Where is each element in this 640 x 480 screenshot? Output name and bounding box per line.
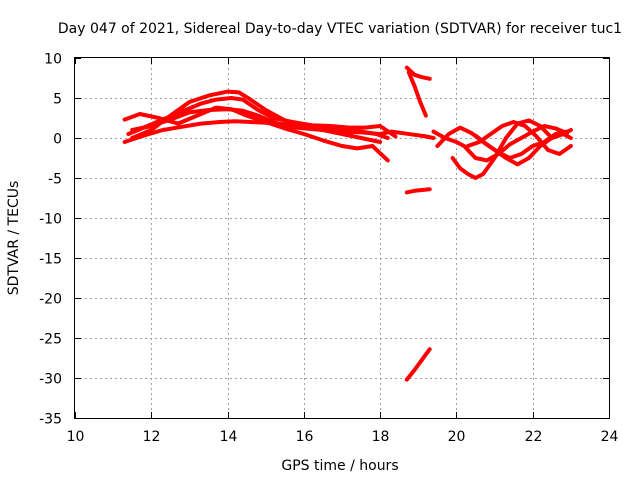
series-arc-7: [404, 65, 432, 81]
series-arc-10: [404, 347, 432, 382]
x-tick-label: 16: [296, 429, 314, 445]
y-tick-label: -30: [39, 372, 62, 388]
x-axis-label: GPS time / hours: [281, 458, 398, 474]
series-arc-6: [378, 129, 436, 140]
series-arc-8: [406, 70, 428, 118]
y-tick-label: 0: [53, 132, 62, 148]
x-tick-label: 24: [601, 429, 619, 445]
x-tick-label: 18: [372, 429, 390, 445]
plot-frame: [74, 57, 610, 419]
y-tick-label: -10: [39, 212, 62, 228]
y-tick-label: -20: [39, 292, 62, 308]
x-tick-label: 14: [220, 429, 238, 445]
y-tick-label: -15: [39, 252, 62, 268]
y-tick-label: 5: [53, 92, 62, 108]
x-tick-label: 22: [525, 429, 543, 445]
data-series: [122, 65, 573, 382]
y-axis-label: SDTVAR / TECUs: [6, 181, 22, 296]
x-tick-label: 10: [67, 429, 85, 445]
series-arc-15: [473, 129, 569, 160]
y-tick-label: -5: [48, 172, 62, 188]
y-tick-label: -35: [39, 412, 62, 428]
x-tick-label: 20: [448, 429, 466, 445]
y-tick-label: 10: [44, 52, 62, 68]
series-arc-14: [465, 120, 573, 156]
chart-title: Day 047 of 2021, Sidereal Day-to-day VTE…: [58, 21, 622, 37]
series-arc-12: [435, 125, 573, 167]
x-tick-label: 12: [143, 429, 161, 445]
y-tick-label: -25: [39, 332, 62, 348]
series-arc-3: [126, 96, 398, 139]
grid-lines: [75, 58, 609, 418]
axis-ticks: 10 12 14 16 18 20 22 24 10 5 0 -5 -10 -15 -20 -25 -30 -35: [39, 52, 618, 446]
series-arc-9: [404, 187, 432, 195]
series-arc-5: [130, 107, 383, 136]
